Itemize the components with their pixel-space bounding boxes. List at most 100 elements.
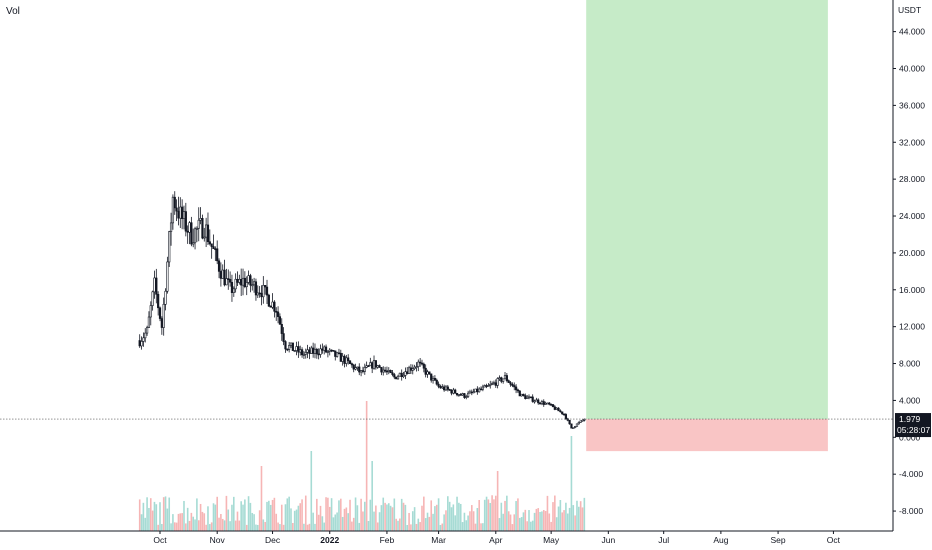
candle-body — [221, 269, 224, 279]
volume-bar — [258, 510, 261, 531]
volume-bar — [148, 507, 150, 531]
volume-bar — [277, 522, 279, 531]
candle-body — [347, 357, 350, 362]
volume-bar — [229, 521, 231, 531]
candle-body — [542, 401, 545, 405]
candle-body — [470, 391, 473, 394]
last-price-badge — [895, 413, 931, 438]
price-tick-label: 28.000 — [899, 174, 925, 184]
volume-bar — [146, 497, 148, 531]
volume-bar — [203, 513, 206, 531]
volume-bar — [192, 516, 195, 531]
candle-body — [195, 228, 199, 230]
candle-body — [264, 285, 267, 288]
volume-bar — [511, 524, 514, 531]
price-tick-label: 12.000 — [899, 322, 925, 332]
volume-bar — [328, 506, 331, 531]
candle-body — [420, 362, 424, 365]
volume-bar — [310, 451, 313, 531]
candle-body — [487, 385, 490, 387]
volume-bar — [437, 498, 440, 531]
candle-body — [441, 386, 444, 389]
candle-body — [197, 219, 200, 229]
volume-bar — [376, 522, 379, 531]
candle-body — [380, 367, 383, 373]
volume-bar — [286, 498, 289, 531]
candle-body — [223, 269, 226, 286]
candle-body — [395, 376, 398, 380]
candle-body — [533, 400, 536, 403]
candle-body — [468, 391, 472, 394]
candle-body — [155, 277, 158, 295]
candle-body — [402, 375, 405, 377]
candle-body — [581, 419, 584, 422]
candle-body — [166, 261, 169, 292]
candle-body — [321, 348, 324, 351]
volume-bar — [172, 514, 174, 531]
candle-body — [245, 282, 248, 288]
volume-bar — [507, 511, 510, 531]
price-tick-label: 36.000 — [899, 100, 925, 110]
volume-bar — [220, 514, 222, 531]
candle-body — [574, 426, 577, 428]
price-tick-label: -4.000 — [899, 469, 923, 479]
volume-bar — [194, 519, 196, 531]
volume-bar — [183, 500, 185, 531]
candle-body — [561, 411, 564, 415]
volume-bar — [282, 524, 285, 531]
volume-bar — [177, 513, 180, 531]
candle-body — [372, 360, 376, 369]
volume-bar — [456, 496, 458, 531]
candle-body — [291, 342, 294, 351]
volume-bar — [240, 501, 242, 531]
volume-bar — [186, 507, 189, 531]
candle-body — [310, 347, 313, 354]
volume-bar — [515, 501, 517, 531]
price-tick-label: 4.000 — [899, 395, 921, 405]
candle-body — [308, 349, 311, 354]
volume-bar — [161, 523, 163, 531]
candle-body — [348, 360, 352, 364]
candle-body — [557, 407, 560, 412]
volume-bar — [271, 499, 274, 531]
candle-body — [144, 332, 147, 339]
volume-bar — [260, 466, 263, 531]
volume-bar — [391, 507, 394, 531]
volume-bar — [441, 523, 444, 531]
candle-body — [210, 243, 213, 247]
candle-body — [524, 395, 527, 399]
volume-bar — [489, 502, 492, 531]
candle-body — [457, 394, 460, 396]
volume-bar — [196, 498, 198, 531]
candle-body — [559, 410, 562, 413]
volume-bar — [520, 517, 523, 531]
candle-body — [192, 242, 195, 245]
candle-body — [158, 307, 162, 319]
volume-bar — [491, 495, 493, 531]
candle-body — [300, 349, 304, 356]
loss-zone — [586, 419, 828, 452]
candle-body — [369, 362, 372, 367]
volume-bar — [153, 501, 156, 531]
candle-body — [513, 385, 516, 388]
candle-body — [365, 365, 368, 368]
reference-lines — [0, 418, 893, 420]
candle-body — [472, 391, 475, 394]
volume-bar — [367, 521, 370, 531]
volume-bar — [581, 507, 584, 531]
volume-bar — [144, 517, 147, 531]
candle-body — [496, 378, 499, 386]
candle-body — [518, 390, 521, 397]
volume-bar — [332, 517, 335, 531]
volume-bar — [225, 495, 228, 531]
candle-body — [396, 375, 400, 380]
volume-bar — [531, 520, 534, 531]
volume-bar — [448, 501, 451, 531]
volume-bar — [389, 505, 392, 531]
volume-bar — [435, 504, 438, 531]
volume-bar — [487, 499, 490, 531]
volume-bar — [493, 499, 495, 531]
volume-bar — [284, 504, 287, 531]
candle-body — [413, 366, 416, 370]
